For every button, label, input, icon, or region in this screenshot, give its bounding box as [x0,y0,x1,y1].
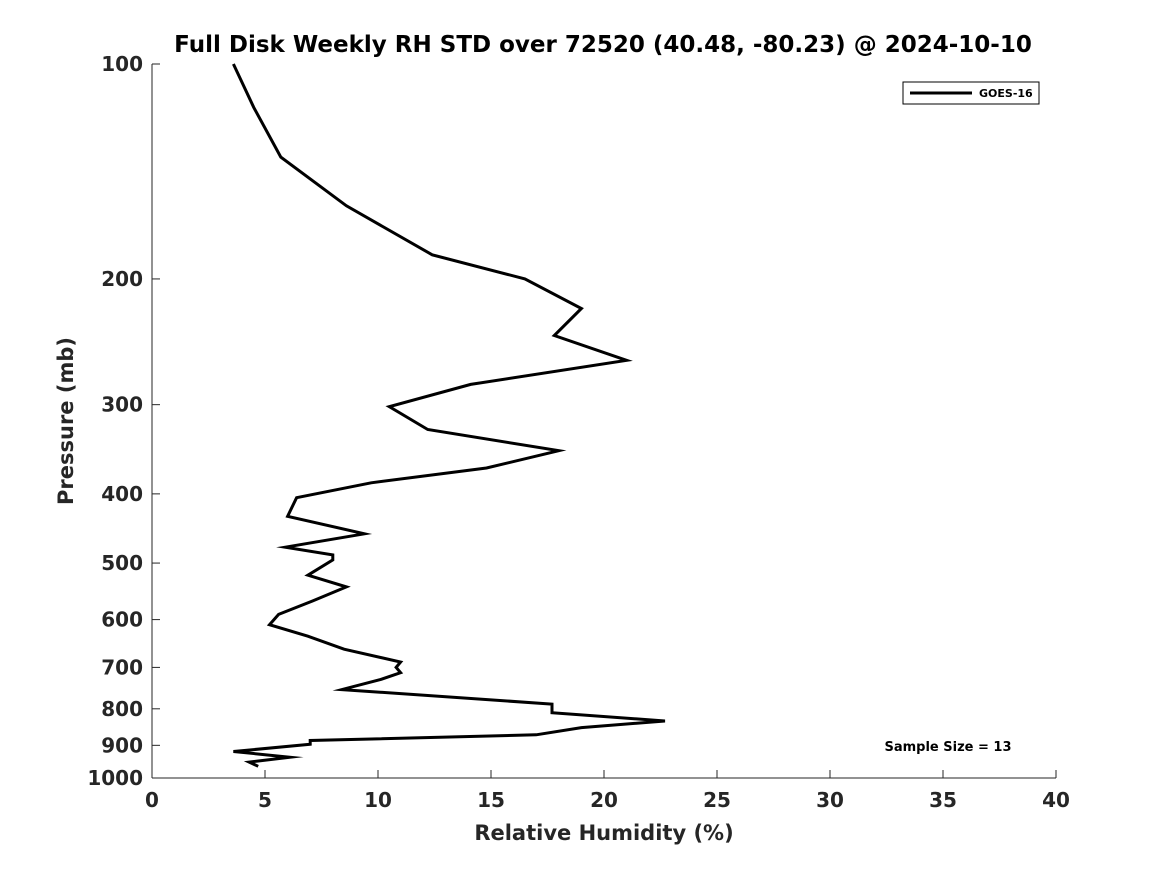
chart-title: Full Disk Weekly RH STD over 72520 (40.4… [174,32,1032,58]
y-tick-label: 1000 [87,766,143,790]
x-tick-label: 25 [703,788,731,812]
y-tick-label: 200 [101,267,143,291]
x-tick-label: 20 [590,788,618,812]
y-tick-label: 100 [101,52,143,76]
y-axis-label: Pressure (mb) [54,337,78,505]
y-ticks: 100 200 300 400 500 600 700 800 900 1000 [87,52,160,790]
legend-label-goes-16: GOES-16 [979,87,1033,100]
series-line-goes-16 [232,63,666,768]
series-group [232,63,666,768]
x-ticks: 0 5 10 15 20 25 30 35 40 [145,770,1070,812]
x-axis-label: Relative Humidity (%) [474,821,733,845]
sample-size-annotation: Sample Size = 13 [884,740,1011,755]
x-tick-label: 10 [364,788,392,812]
y-tick-label: 300 [101,393,143,417]
x-tick-label: 15 [477,788,505,812]
legend: GOES-16 [902,81,1040,105]
x-tick-label: 40 [1042,788,1070,812]
y-tick-label: 800 [101,697,143,721]
y-tick-label: 400 [101,482,143,506]
y-tick-label: 700 [101,655,143,679]
y-tick-label: 600 [101,608,143,632]
x-tick-label: 30 [816,788,844,812]
x-tick-label: 35 [929,788,957,812]
y-tick-label: 900 [101,733,143,757]
axes [151,64,1056,779]
x-tick-label: 5 [258,788,272,812]
y-tick-label: 500 [101,551,143,575]
x-tick-label: 0 [145,788,159,812]
